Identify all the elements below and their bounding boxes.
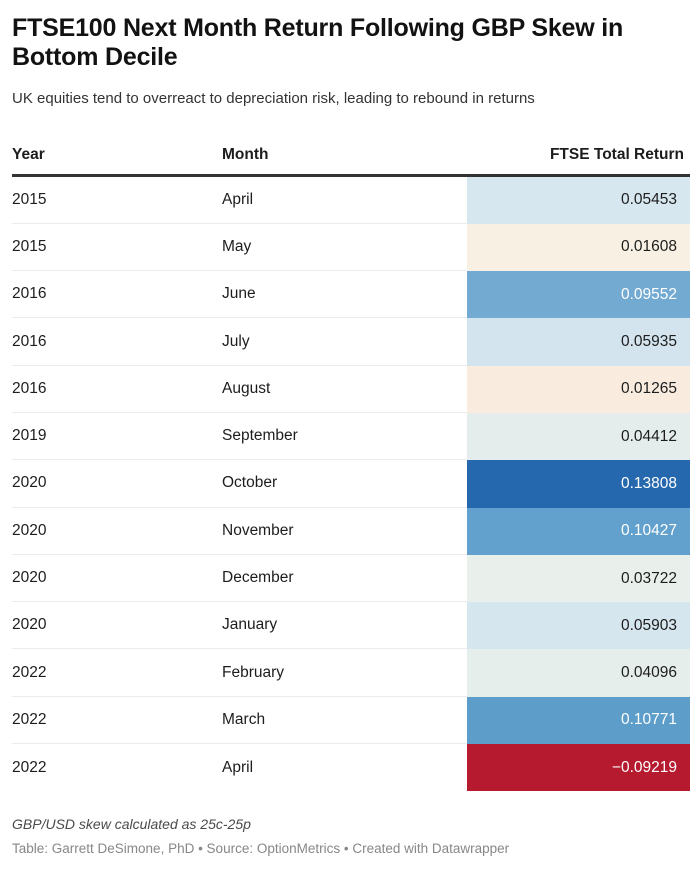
cell-value: 0.05935 (467, 318, 690, 366)
cell-month: September (222, 413, 467, 461)
table-row: 2022 April −0.09219 (12, 744, 690, 792)
footnote: GBP/USD skew calculated as 25c-25p (12, 816, 251, 833)
table-row: 2019 September 0.04412 (12, 412, 690, 461)
table-row: 2016 July 0.05935 (12, 318, 690, 366)
cell-year: 2020 (12, 460, 222, 508)
table-body: 2015 April 0.05453 2015 May 0.01608 2016… (12, 176, 690, 792)
cell-month: April (222, 758, 254, 776)
cell-value: 0.01608 (467, 223, 690, 272)
cell-value: 0.09552 (467, 271, 690, 319)
cell-value: 0.05453 (467, 176, 690, 224)
cell-year: 2022 (12, 758, 47, 776)
cell-year: 2015 (12, 177, 222, 224)
column-header-ftse-total-return: FTSE Total Return (549, 145, 684, 163)
table-row: 2016 June 0.09552 (12, 271, 690, 319)
table-row: 2020 December 0.03722 (12, 554, 690, 603)
cell-month: October (222, 460, 467, 508)
cell-year: 2022 (12, 649, 222, 697)
cell-month: July (222, 318, 467, 366)
table-row: 2016 August 0.01265 (12, 365, 690, 413)
cell-year: 2020 (12, 555, 222, 603)
table-row: 2015 April 0.05453 (12, 176, 690, 224)
cell-month: November (222, 508, 467, 555)
page-subtitle: UK equities tend to overreact to depreci… (12, 89, 535, 107)
cell-month: December (222, 555, 467, 603)
cell-month: June (222, 271, 467, 319)
table-row: 2020 November 0.10427 (12, 507, 690, 555)
table-row: 2022 March 0.10771 (12, 696, 690, 745)
column-header-year: Year (12, 145, 45, 163)
cell-month: January (222, 602, 467, 650)
cell-value: 0.10771 (467, 696, 690, 745)
table-row: 2020 October 0.13808 (12, 460, 690, 508)
cell-year: 2022 (12, 697, 222, 745)
cell-value: 0.01265 (467, 365, 690, 413)
cell-year: 2016 (12, 366, 222, 413)
cell-year: 2020 (12, 602, 222, 650)
cell-year: 2015 (12, 224, 222, 272)
cell-value: 0.10427 (467, 507, 690, 555)
cell-month: August (222, 366, 467, 413)
attribution-line: Table: Garrett DeSimone, PhD • Source: O… (12, 841, 510, 857)
cell-month: May (222, 224, 467, 272)
table-row: 2015 May 0.01608 (12, 223, 690, 272)
table-row: 2020 January 0.05903 (12, 602, 690, 650)
cell-year: 2020 (12, 508, 222, 555)
table-row: 2022 February 0.04096 (12, 649, 690, 697)
column-header-month: Month (222, 145, 269, 163)
table-header-row: Year Month FTSE Total Return (12, 135, 690, 177)
data-table: Year Month FTSE Total Return 2015 April … (12, 135, 690, 792)
cell-value: −0.09219 (467, 744, 690, 792)
cell-month: March (222, 697, 467, 745)
cell-month: February (222, 649, 467, 697)
cell-value: 0.05903 (467, 602, 690, 650)
cell-year: 2019 (12, 413, 222, 461)
cell-value: 0.03722 (467, 554, 690, 603)
cell-value: 0.04412 (467, 412, 690, 461)
page-title: FTSE100 Next Month Return Following GBP … (12, 14, 624, 72)
cell-month: April (222, 177, 467, 224)
cell-year: 2016 (12, 318, 222, 366)
cell-value: 0.13808 (467, 460, 690, 508)
cell-year: 2016 (12, 271, 222, 319)
cell-value: 0.04096 (467, 649, 690, 697)
